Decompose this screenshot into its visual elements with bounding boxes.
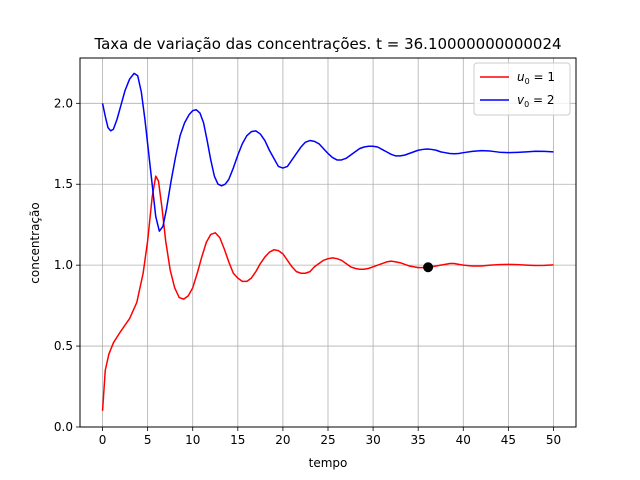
x-tick-label: 15 <box>230 433 245 447</box>
x-axis-ticks: 0 5 10 15 20 25 30 35 40 45 50 <box>99 427 561 447</box>
legend-label-v: v0 = 2 <box>517 93 555 109</box>
y-tick-label: 1.0 <box>54 258 73 272</box>
legend: u0 = 1 v0 = 2 <box>473 62 571 116</box>
x-tick-label: 35 <box>411 433 426 447</box>
x-tick-label: 45 <box>501 433 516 447</box>
series-layer <box>101 72 554 411</box>
chart-title: Taxa de variação das concentrações. t = … <box>93 35 561 53</box>
series-line-v <box>101 72 554 232</box>
x-tick-label: 50 <box>546 433 561 447</box>
series-line-u <box>101 175 554 411</box>
y-axis-ticks: 0.0 0.5 1.0 1.5 2.0 <box>54 96 80 434</box>
x-tick-label: 20 <box>275 433 290 447</box>
y-tick-label: 1.5 <box>54 177 73 191</box>
y-tick-label: 0.5 <box>54 339 73 353</box>
x-axis-label: tempo <box>309 456 348 470</box>
y-tick-label: 2.0 <box>54 96 73 110</box>
y-tick-label: 0.0 <box>54 420 73 434</box>
legend-label-u: u0 = 1 <box>517 70 555 86</box>
current-time-marker <box>423 262 434 273</box>
x-tick-label: 30 <box>365 433 380 447</box>
x-tick-label: 5 <box>144 433 152 447</box>
x-tick-label: 25 <box>320 433 335 447</box>
marker-layer <box>423 262 434 273</box>
x-tick-label: 10 <box>185 433 200 447</box>
y-axis-label: concentração <box>28 202 42 283</box>
legend-box <box>473 62 571 116</box>
x-tick-label: 0 <box>99 433 107 447</box>
grid <box>80 58 576 428</box>
x-tick-label: 40 <box>456 433 471 447</box>
